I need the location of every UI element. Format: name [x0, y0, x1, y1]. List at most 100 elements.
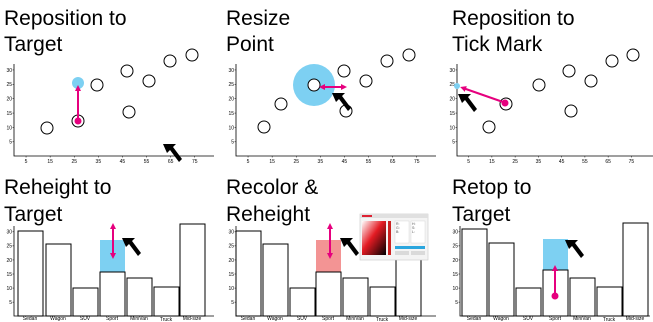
bar-panel-reheight-target: 5 10 15 20 25 30 Sedan Wagon SUV Sport MiniVan Tru… — [6, 223, 214, 322]
bar-truck[interactable] — [596, 286, 623, 317]
bar-truck[interactable] — [369, 286, 396, 317]
category-label: Wagon — [50, 316, 66, 322]
data-point[interactable] — [402, 48, 416, 62]
bar-sport[interactable] — [315, 271, 342, 317]
bar-minivan[interactable] — [569, 277, 596, 317]
y-tick-label: 15 — [449, 111, 455, 117]
drag-arrow — [460, 86, 504, 103]
category-label: SUV — [80, 316, 91, 322]
data-point[interactable] — [532, 78, 546, 92]
drag-handle[interactable] — [501, 99, 509, 107]
y-tick-label: 15 — [452, 272, 458, 278]
color-picker-dialog[interactable]: R: G: B: H: S: L: — [359, 213, 429, 261]
y-tick-label: 25 — [452, 244, 458, 250]
y-tick-label: 30 — [6, 68, 12, 74]
bar-suv[interactable] — [289, 287, 316, 317]
x-tick-label: 55 — [582, 159, 588, 165]
data-point[interactable] — [626, 48, 640, 62]
y-tick-label: 10 — [452, 286, 458, 292]
cursor-arrow-icon — [122, 238, 141, 256]
data-point[interactable] — [185, 48, 199, 62]
data-point[interactable] — [142, 74, 156, 88]
data-point[interactable] — [120, 64, 134, 78]
bar-midsize[interactable] — [622, 222, 649, 317]
y-axis-ticks: 5 10 15 20 25 30 — [452, 230, 460, 306]
x-tick-label: 75 — [192, 159, 198, 165]
data-point[interactable] — [274, 97, 288, 111]
data-point[interactable] — [482, 120, 496, 134]
bar-sedan[interactable] — [17, 230, 44, 317]
hue-slider[interactable] — [388, 221, 391, 255]
x-tick-label: 35 — [96, 159, 102, 165]
data-point[interactable] — [380, 54, 394, 68]
y-tick-label: 20 — [452, 258, 458, 264]
data-point[interactable] — [337, 64, 351, 78]
y-tick-label: 10 — [6, 125, 12, 131]
x-tick-label: 75 — [414, 159, 420, 165]
bar-sport[interactable] — [99, 271, 126, 317]
y-tick-label: 5 — [9, 140, 12, 146]
y-tick-label: 25 — [449, 82, 455, 88]
category-label: Wagon — [267, 316, 283, 322]
bar-truck[interactable] — [153, 286, 180, 317]
panel-title-retop-target-line1: Retop to — [452, 176, 531, 199]
bar-sedan[interactable] — [235, 230, 262, 317]
bar-suv[interactable] — [515, 287, 542, 317]
x-axis-ticks: 5 15 25 35 45 55 65 75 — [467, 156, 634, 165]
bar-suv[interactable] — [72, 287, 99, 317]
panel-title-reposition-target-line1: Reposition to — [4, 7, 127, 30]
panel-title-reposition-tick-line2: Tick Mark — [452, 33, 543, 56]
bar-midsize[interactable] — [395, 255, 422, 317]
y-axis-ticks: 5 10 15 20 25 30 — [6, 68, 14, 146]
data-point[interactable] — [584, 74, 598, 88]
bar-wagon[interactable] — [45, 243, 72, 317]
drag-handle[interactable] — [551, 292, 559, 300]
data-point[interactable] — [562, 64, 576, 78]
bar-wagon[interactable] — [488, 242, 515, 317]
data-point[interactable] — [40, 121, 54, 135]
category-label: MiniVan — [346, 316, 364, 322]
bar-wagon[interactable] — [262, 243, 289, 317]
selected-data-point[interactable] — [307, 78, 321, 92]
bar-minivan[interactable] — [342, 277, 369, 317]
y-tick-label: 15 — [228, 111, 234, 117]
data-point[interactable] — [90, 78, 104, 92]
y-axis-ticks: 5 10 15 20 25 30 — [228, 68, 236, 146]
x-tick-label: 25 — [71, 159, 77, 165]
drag-handle[interactable] — [74, 117, 82, 125]
data-point[interactable] — [359, 74, 373, 88]
y-tick-label: 25 — [228, 244, 234, 250]
picker-cancel-button[interactable] — [411, 251, 425, 255]
scatter-panel-reposition-target: 5 10 15 20 25 30 5 15 25 35 45 55 65 75 — [6, 48, 214, 165]
category-label: Sport — [106, 316, 119, 322]
y-tick-label: 10 — [6, 286, 12, 292]
category-label: Sedan — [23, 316, 38, 322]
bar-sedan[interactable] — [461, 228, 488, 317]
y-tick-label: 20 — [6, 258, 12, 264]
y-tick-label: 15 — [6, 272, 12, 278]
data-point[interactable] — [564, 104, 578, 118]
cursor-arrow-icon — [332, 93, 351, 111]
scatter-panel-reposition-tick: 5 10 15 20 25 30 5 15 25 35 45 55 65 75 — [449, 48, 653, 165]
x-tick-label: 65 — [390, 159, 396, 165]
data-point[interactable] — [605, 54, 619, 68]
data-point[interactable] — [163, 54, 177, 68]
category-label: Truck — [376, 317, 389, 322]
y-axis-ticks: 5 10 15 20 25 30 — [6, 230, 14, 306]
data-point[interactable] — [257, 120, 271, 134]
data-point[interactable] — [122, 105, 136, 119]
category-label: Truck — [603, 317, 616, 322]
picker-ok-button[interactable] — [395, 251, 409, 255]
panel-title-reheight-target-line1: Reheight to — [4, 176, 111, 199]
color-gradient-square[interactable] — [362, 221, 386, 255]
category-label: Sedan — [467, 316, 482, 322]
x-tick-label: 5 — [467, 159, 470, 165]
x-tick-label: 65 — [605, 159, 611, 165]
category-labels: Sedan Wagon SUV Sport MiniVan Truck Mid-size — [23, 316, 202, 322]
x-tick-label: 15 — [47, 159, 53, 165]
x-tick-label: 5 — [247, 159, 250, 165]
category-label: Sedan — [241, 316, 256, 322]
x-tick-label: 15 — [489, 159, 495, 165]
bar-midsize[interactable] — [179, 223, 206, 317]
bar-minivan[interactable] — [126, 277, 153, 317]
